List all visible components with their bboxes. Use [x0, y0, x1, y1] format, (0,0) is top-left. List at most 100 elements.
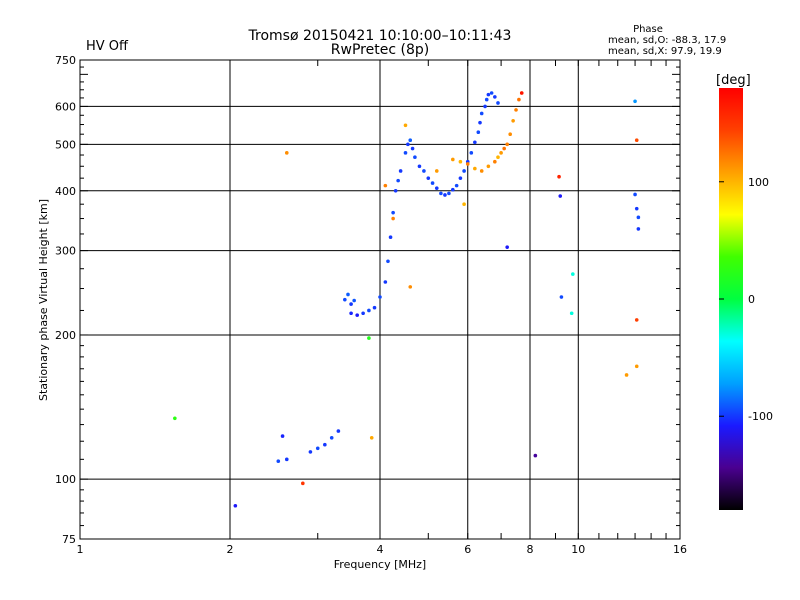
data-point: [398, 169, 403, 173]
data-point: [434, 169, 439, 173]
data-point: [386, 259, 390, 264]
data-point: [571, 272, 575, 276]
data-point: [367, 308, 371, 313]
hv-status-label: HV Off: [86, 39, 129, 54]
data-point: [633, 192, 637, 197]
data-point: [233, 503, 238, 508]
data-point: [557, 174, 561, 179]
data-point: [422, 169, 426, 173]
data-point: [465, 162, 470, 166]
data-point: [517, 97, 521, 102]
data-point: [417, 164, 422, 169]
data-points-layer: [173, 91, 641, 508]
data-point: [499, 151, 503, 155]
data-point: [301, 481, 305, 486]
data-point: [396, 178, 400, 183]
data-point: [403, 151, 408, 155]
data-point: [484, 97, 489, 102]
data-point: [280, 434, 285, 438]
data-point: [361, 311, 365, 316]
data-point: [473, 166, 477, 171]
y-axis-label: Stationary phase Virtual Height [km]: [37, 199, 50, 401]
y-tick-label: 300: [55, 245, 76, 258]
y-tick-label: 400: [55, 185, 76, 198]
data-point: [391, 210, 395, 215]
y-tick-label: 100: [55, 473, 76, 486]
data-point: [323, 442, 327, 447]
data-point: [496, 101, 500, 105]
data-point: [352, 298, 356, 303]
data-point: [408, 285, 413, 289]
data-point: [634, 318, 639, 322]
data-point: [496, 155, 500, 160]
data-point: [508, 132, 512, 136]
data-point: [559, 295, 564, 299]
data-point: [569, 311, 574, 316]
phase-box-line-o: mean, sd,O: -88.3, 17.9: [608, 35, 726, 46]
data-point: [633, 99, 637, 104]
data-point: [393, 188, 398, 193]
data-point: [349, 311, 353, 316]
grid-layer: [80, 60, 680, 539]
data-point: [462, 202, 466, 206]
x-tick-label: 8: [527, 543, 534, 556]
data-point: [462, 169, 466, 173]
data-point: [284, 151, 289, 155]
x-tick-label: 1: [77, 543, 84, 556]
data-point: [479, 169, 484, 173]
data-point: [426, 176, 431, 180]
data-point: [406, 142, 410, 147]
data-point: [403, 123, 408, 128]
colorbar-ticks: 100 0 -100: [719, 176, 773, 423]
data-point: [451, 157, 455, 162]
data-point: [346, 292, 350, 297]
data-point: [308, 450, 313, 454]
y-tick-label: 75: [62, 533, 76, 546]
data-point: [413, 155, 417, 160]
y-tick-label: 500: [55, 138, 76, 151]
data-point: [383, 280, 388, 284]
data-point: [493, 95, 497, 99]
y-ticks: 75 100 200 300 400 500 600 750: [55, 54, 680, 546]
data-point: [378, 295, 382, 299]
data-point: [469, 151, 474, 155]
data-point: [454, 183, 459, 188]
data-point: [483, 104, 487, 109]
data-point: [479, 111, 484, 116]
colorbar-tick-label: -100: [748, 410, 773, 423]
x-ticks: 1 2 4 6 8 10 16: [77, 60, 687, 556]
data-point: [439, 191, 443, 196]
data-point: [493, 159, 497, 164]
data-point: [514, 108, 518, 112]
data-point: [476, 130, 481, 135]
phase-box-heading: Phase: [633, 24, 663, 35]
data-point: [408, 138, 413, 143]
data-point: [383, 183, 388, 188]
data-point: [430, 181, 435, 185]
y-tick-label: 750: [55, 54, 76, 67]
y-tick-label: 200: [55, 329, 76, 342]
data-point: [458, 159, 463, 164]
data-point: [372, 305, 377, 310]
data-point: [624, 373, 629, 377]
data-point: [343, 297, 347, 302]
data-point: [391, 216, 395, 221]
x-tick-label: 2: [227, 543, 234, 556]
data-point: [519, 91, 524, 95]
colorbar-tick-label: 100: [748, 176, 769, 189]
x-tick-label: 10: [571, 543, 585, 556]
data-point: [478, 120, 482, 125]
data-point: [634, 364, 639, 369]
data-point: [284, 457, 289, 462]
data-point: [558, 194, 563, 198]
data-point: [173, 416, 177, 421]
data-point: [447, 191, 451, 196]
x-tick-label: 4: [377, 543, 384, 556]
colorbar-tick-label: 0: [748, 293, 755, 306]
data-point: [533, 453, 538, 458]
data-point: [473, 140, 477, 145]
data-point: [355, 313, 359, 317]
data-point: [511, 118, 515, 123]
data-point: [502, 146, 506, 151]
